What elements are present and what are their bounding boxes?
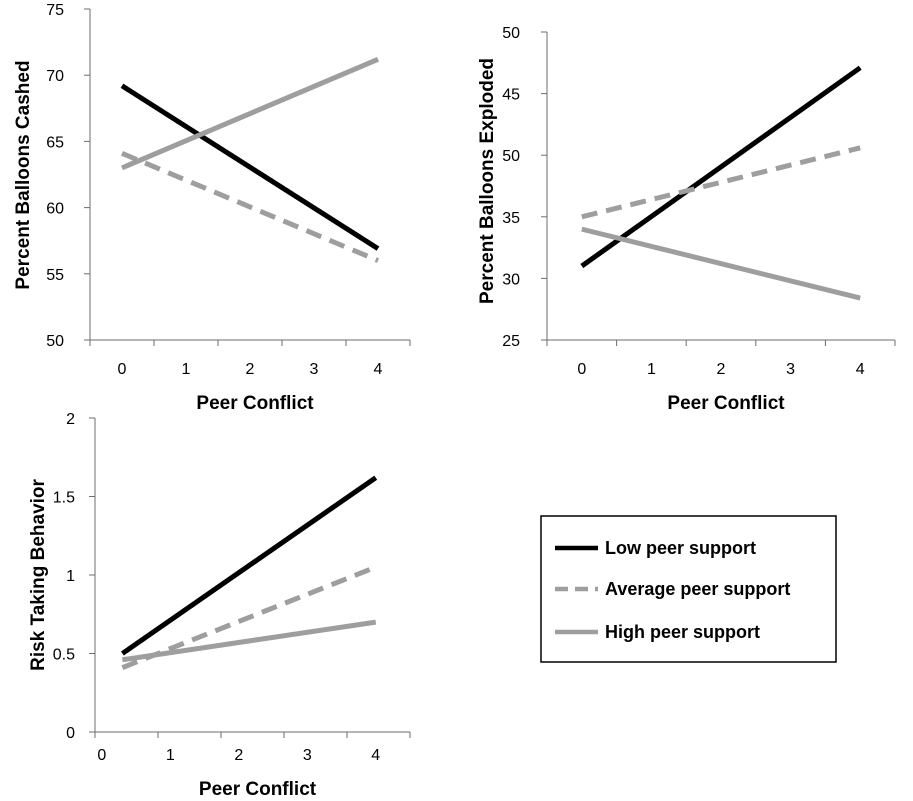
x-tick-label: 0 xyxy=(118,361,127,378)
series-line-average-peer-support xyxy=(121,151,379,263)
x-tick-label: 0 xyxy=(577,361,586,378)
series-line-low-peer-support xyxy=(580,65,862,269)
y-tick-label: 35 xyxy=(502,210,520,227)
x-axis-title: Peer Conflict xyxy=(196,393,314,414)
x-tick-label: 4 xyxy=(374,361,383,378)
y-tick-label: 60 xyxy=(46,201,64,218)
y-tick-label: 75 xyxy=(46,2,64,19)
series-line-high-peer-support xyxy=(122,619,377,663)
x-axis-title: Peer Conflict xyxy=(199,779,317,800)
chart-risk-taking: 0 0.5 1 1.5 2 0 1 2 3 4 Peer Conflict Risk Taking B… xyxy=(28,411,411,800)
y-tick-label: 30 xyxy=(502,271,520,288)
series-line-average-peer-support xyxy=(581,145,861,220)
x-tick-label: 3 xyxy=(310,361,319,378)
legend: Low peer support Average peer support Hi… xyxy=(540,515,837,663)
y-tick-label: 50 xyxy=(502,25,520,42)
x-tick-label: 1 xyxy=(182,361,191,378)
y-tick-label: 2 xyxy=(66,411,75,428)
y-tick-label: 55 xyxy=(46,267,64,284)
legend-label-low: Low peer support xyxy=(605,538,756,558)
legend-label-average: Average peer support xyxy=(605,579,790,599)
y-tick-label: 1 xyxy=(66,568,75,585)
x-tick-label: 4 xyxy=(371,747,380,764)
x-tick-label: 1 xyxy=(166,747,175,764)
x-tick-label: 1 xyxy=(647,361,656,378)
x-tick-label: 4 xyxy=(856,361,865,378)
x-tick-label: 3 xyxy=(303,747,312,764)
series-line-high-peer-support xyxy=(121,57,379,171)
y-axis-title: Percent Balloons Exploded xyxy=(477,58,498,304)
x-tick-label: 2 xyxy=(717,361,726,378)
y-tick-label: 1.5 xyxy=(53,490,75,507)
y-tick-label: 70 xyxy=(46,68,64,85)
y-axis-title: Risk Taking Behavior xyxy=(28,478,49,670)
x-tick-label: 3 xyxy=(786,361,795,378)
y-tick-label: 25 xyxy=(502,333,520,350)
legend-label-high: High peer support xyxy=(605,622,760,642)
chart-balloons-cashed: 50 55 60 65 70 75 0 1 2 3 4 Peer Conflict Percent Ba… xyxy=(13,2,411,414)
series-line-average-peer-support xyxy=(121,564,377,670)
x-tick-label: 0 xyxy=(97,747,106,764)
y-tick-label: 0.5 xyxy=(53,647,75,664)
y-tick-label: 45 xyxy=(502,87,520,104)
y-tick-label: 50 xyxy=(46,333,64,350)
series-line-high-peer-support xyxy=(581,226,861,301)
y-tick-label: 50 xyxy=(502,148,520,165)
y-tick-label: 65 xyxy=(46,134,64,151)
x-tick-label: 2 xyxy=(234,747,243,764)
y-tick-label: 0 xyxy=(66,725,75,742)
series-line-low-peer-support xyxy=(120,475,378,656)
x-axis-title: Peer Conflict xyxy=(667,393,785,414)
chart-balloons-exploded: 25 30 35 50 45 50 0 1 2 3 4 Peer Conflict Percent Ba… xyxy=(477,25,896,414)
y-axis-title: Percent Balloons Cashed xyxy=(13,60,34,289)
series-line-low-peer-support xyxy=(120,83,380,251)
legend-frame xyxy=(540,515,837,663)
x-tick-label: 2 xyxy=(246,361,255,378)
